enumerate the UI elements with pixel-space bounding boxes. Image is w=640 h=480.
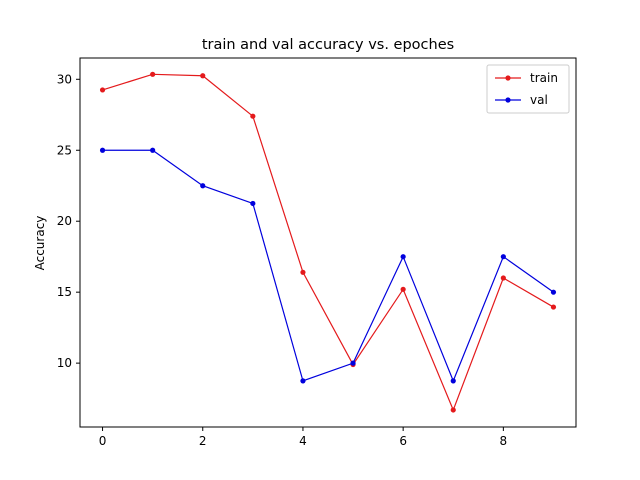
legend-label-val: val xyxy=(530,93,548,107)
y-axis-title: Accuracy xyxy=(33,216,47,271)
data-point-train xyxy=(500,275,506,281)
data-point-val xyxy=(500,254,506,260)
data-point-val xyxy=(550,289,557,295)
data-point-val xyxy=(200,183,206,189)
data-point-train xyxy=(200,73,206,79)
x-tick-label: 4 xyxy=(299,434,307,448)
data-point-val xyxy=(300,378,306,384)
data-point-train xyxy=(250,113,256,119)
y-tick-label: 15 xyxy=(57,285,72,299)
data-point-train xyxy=(400,286,406,292)
series-line-train xyxy=(102,73,554,412)
data-point-train xyxy=(150,71,156,77)
data-point-train xyxy=(300,269,306,275)
y-tick-label: 25 xyxy=(57,143,72,157)
x-tick-label: 6 xyxy=(399,434,407,448)
data-point-train xyxy=(550,304,557,310)
data-point-train xyxy=(99,87,106,93)
chart-title: train and val accuracy vs. epoches xyxy=(202,37,454,53)
data-point-val xyxy=(250,200,256,207)
data-point-train xyxy=(450,407,456,413)
data-point-val xyxy=(350,360,356,366)
legend: train val xyxy=(486,64,570,114)
legend-marker-val xyxy=(505,97,511,103)
x-tick-label: 8 xyxy=(500,434,508,448)
plot-frame xyxy=(79,57,577,428)
y-tick-label: 10 xyxy=(57,356,72,370)
data-point-val xyxy=(99,147,106,153)
data-point-val xyxy=(450,378,456,384)
legend-marker-train xyxy=(505,75,511,81)
x-tick-label: 2 xyxy=(199,434,207,448)
series-line-val xyxy=(102,149,554,383)
legend-label-train: train xyxy=(530,71,558,85)
y-tick-label: 20 xyxy=(57,214,72,228)
y-tick-label: 30 xyxy=(57,72,72,86)
data-point-val xyxy=(150,147,156,153)
data-point-val xyxy=(400,254,406,260)
plot-area xyxy=(99,71,557,413)
x-tick-label: 0 xyxy=(99,434,107,448)
